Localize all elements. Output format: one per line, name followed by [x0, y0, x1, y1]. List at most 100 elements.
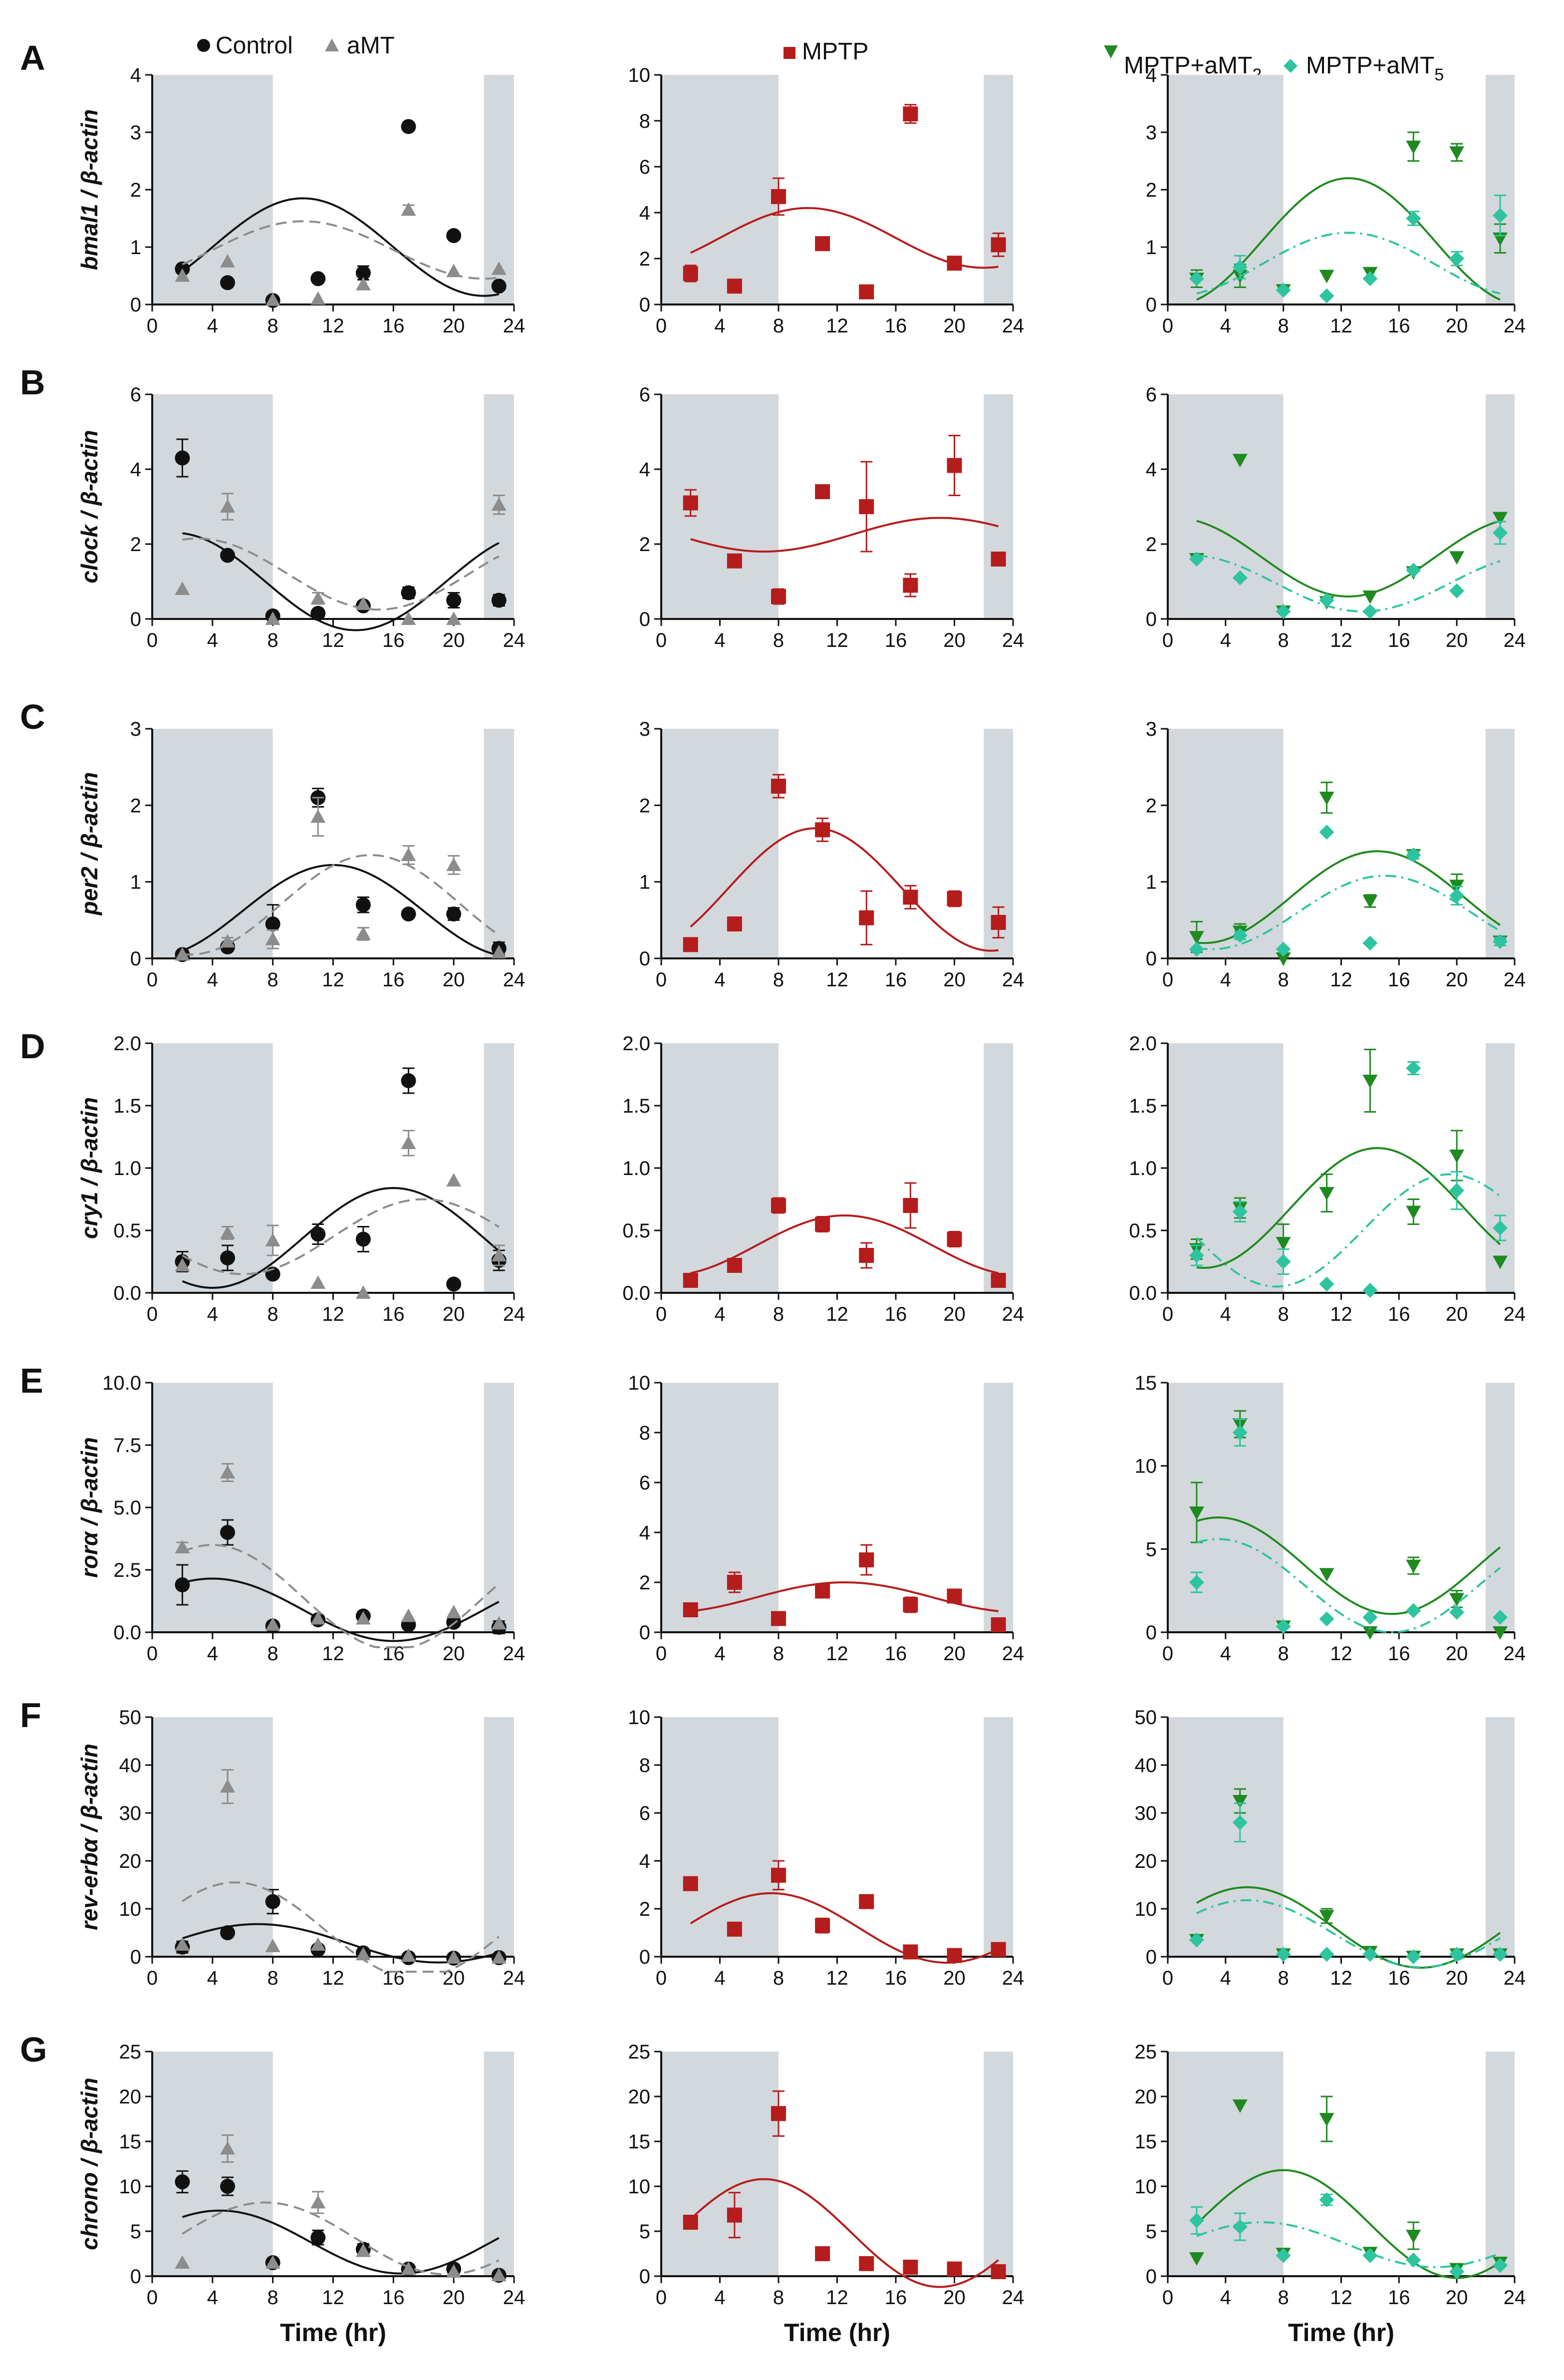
data-point	[1362, 1283, 1378, 1298]
x-tick-label: 20	[1446, 1303, 1468, 1325]
panel-e-1: 0.0 2.5 5.0 7.5 10.0 0 4 8 12 16 20 24 rorα / β-acti…	[76, 1372, 525, 1665]
series-mptp	[683, 774, 1006, 952]
data-point	[310, 1275, 326, 1289]
x-tick-label: 24	[1002, 1967, 1025, 1989]
x-tick-label: 20	[443, 629, 465, 651]
y-tick-label: 1	[1146, 237, 1157, 259]
x-tick-label: 4	[1220, 2287, 1231, 2309]
y-axis-label: per2 / β-actin	[76, 772, 102, 916]
x-tick-label: 20	[943, 2287, 966, 2309]
data-point	[220, 499, 236, 513]
data-point	[310, 291, 326, 305]
legend-marker-mptp-amt5	[1284, 59, 1298, 73]
x-tick-label: 0	[656, 1967, 667, 1989]
data-point	[947, 256, 962, 271]
x-tick-label: 16	[382, 2287, 405, 2309]
y-tick-label: 4	[130, 64, 141, 86]
data-point	[859, 1248, 874, 1263]
x-tick-label: 16	[382, 1643, 405, 1665]
y-tick-label: 10.0	[102, 1372, 141, 1394]
y-tick-label: 5	[1146, 2221, 1157, 2243]
data-point	[947, 1948, 962, 1963]
data-point	[1406, 848, 1421, 863]
data-point	[1319, 1947, 1334, 1962]
x-tick-label: 24	[1504, 1643, 1526, 1665]
series-mptp	[683, 104, 1006, 299]
data-point	[446, 1173, 462, 1187]
y-tick-label: 5.0	[113, 1497, 141, 1519]
data-point	[491, 261, 507, 275]
fit-curve	[1196, 1886, 1501, 1969]
data-point	[1276, 1237, 1291, 1250]
data-point	[1189, 552, 1204, 567]
data-point	[175, 582, 190, 595]
y-tick-label: 1.5	[622, 1095, 650, 1117]
y-tick-label: 4	[130, 459, 141, 481]
legend-label-mptp-amt5-text: MPTP+aMT	[1306, 52, 1434, 79]
x-tick-label: 4	[1220, 315, 1231, 337]
x-tick-label: 12	[826, 1303, 848, 1325]
x-tick-label: 4	[714, 1643, 725, 1665]
x-tick-label: 12	[322, 1643, 344, 1665]
x-tick-label: 4	[714, 629, 725, 651]
dark-phase	[1486, 75, 1515, 304]
data-point	[1449, 251, 1465, 266]
x-tick-label: 0	[656, 629, 667, 651]
x-tick-label: 24	[1002, 1303, 1025, 1325]
y-tick-label: 20	[119, 2086, 142, 2108]
row-label-a: A	[20, 38, 45, 77]
data-point	[175, 1258, 190, 1271]
x-tick-label: 20	[943, 629, 966, 651]
data-point	[1449, 1947, 1465, 1962]
data-point	[491, 944, 507, 958]
x-tick-label: 24	[1504, 2287, 1526, 2309]
data-point	[1362, 604, 1378, 619]
data-point	[903, 1944, 918, 1960]
dark-phase	[1486, 1717, 1515, 1957]
x-tick-label: 24	[1504, 315, 1526, 337]
y-tick-label: 1.0	[1129, 1158, 1157, 1180]
x-tick-label: 20	[943, 1643, 966, 1665]
x-tick-label: 24	[1504, 969, 1526, 991]
x-tick-label: 12	[322, 1967, 344, 1989]
data-point	[265, 916, 280, 931]
data-point	[355, 277, 371, 291]
y-tick-label: 1	[130, 237, 141, 259]
data-point	[355, 1285, 371, 1299]
data-point	[1406, 1205, 1421, 1219]
x-tick-label: 0	[1162, 1303, 1173, 1325]
x-tick-label: 0	[656, 315, 667, 337]
x-tick-label: 8	[773, 1967, 784, 1989]
y-tick-label: 2.0	[622, 1033, 650, 1055]
data-point	[1362, 895, 1378, 908]
data-point	[446, 1276, 462, 1292]
data-point	[1406, 563, 1421, 578]
legend-label-amt: aMT	[347, 32, 395, 59]
x-tick-label: 16	[1388, 1303, 1410, 1325]
series-mptp-amt2	[1189, 1410, 1508, 1640]
x-tick-label: 4	[1220, 1643, 1231, 1665]
y-tick-label: 0	[130, 1946, 141, 1968]
x-tick-label: 16	[885, 1967, 907, 1989]
data-point	[947, 458, 962, 473]
x-tick-label: 4	[207, 2287, 218, 2309]
data-point	[220, 1225, 236, 1239]
x-tick-label: 24	[1504, 1303, 1526, 1325]
dark-phase	[1486, 2052, 1515, 2276]
data-point	[771, 1198, 786, 1213]
y-tick-label: 6	[639, 384, 650, 406]
y-tick-label: 4	[1146, 459, 1157, 481]
data-point	[683, 495, 698, 511]
fit-curve	[182, 1543, 500, 1648]
data-point	[446, 906, 462, 922]
panel-d-3: 0.0 0.5 1.0 1.5 2.0 0 4 8 12 16 20 24	[1129, 1033, 1526, 1325]
x-tick-label: 16	[382, 969, 405, 991]
x-tick-label: 24	[503, 969, 525, 991]
y-tick-label: 20	[1135, 2086, 1157, 2108]
data-point	[1449, 583, 1465, 598]
x-tick-label: 8	[267, 629, 278, 651]
data-point	[220, 1779, 236, 1793]
data-point	[991, 552, 1006, 567]
x-tick-label: 8	[1278, 1967, 1289, 1989]
